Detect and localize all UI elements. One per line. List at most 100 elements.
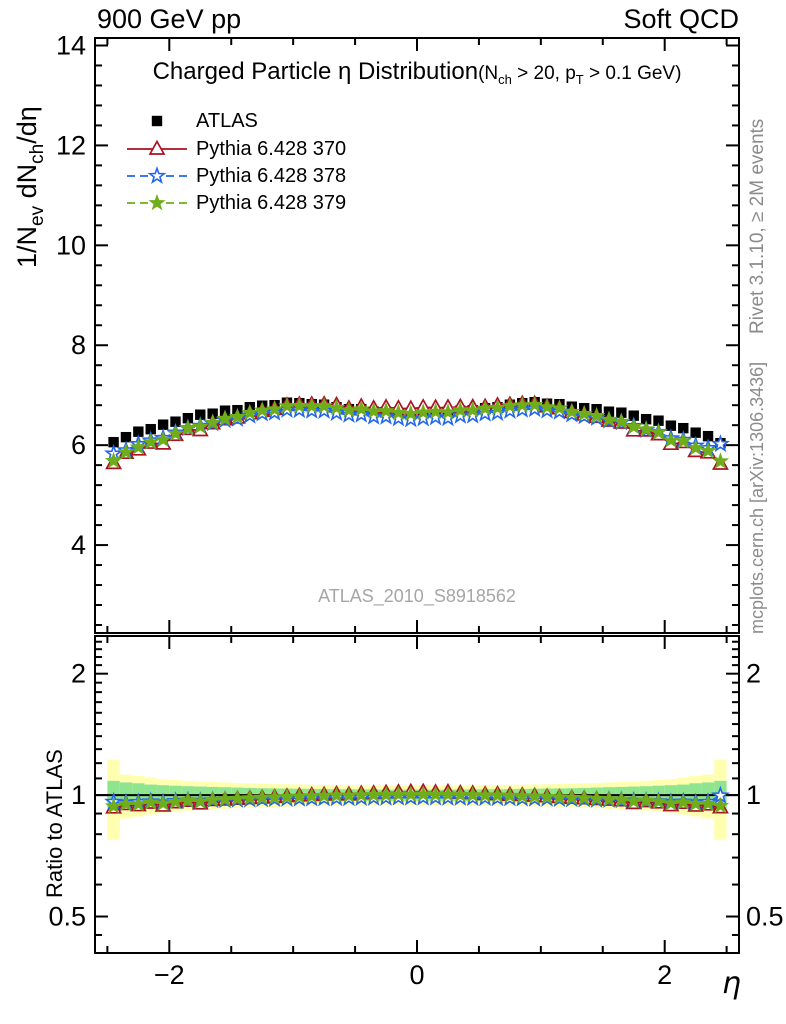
marker-star-filled xyxy=(538,398,556,415)
marker-star-filled xyxy=(637,420,655,437)
legend-marker-2 xyxy=(147,165,167,185)
marker-star-filled xyxy=(191,417,209,434)
marker-star-filled xyxy=(587,406,606,424)
marker-star-filled xyxy=(600,790,618,807)
marker-square-filled xyxy=(157,419,169,430)
marker-star-filled xyxy=(253,401,271,418)
marker-square-filled xyxy=(665,420,677,431)
marker-star-filled xyxy=(154,430,172,448)
marker-star-filled xyxy=(587,789,606,807)
mcplots-arxiv-note: mcplots.cern.ch [arXiv:1306.3436] xyxy=(747,361,767,634)
marker-star-filled xyxy=(674,432,692,449)
legend-marker-1 xyxy=(148,139,166,155)
legend-label-pythia-379: Pythia 6.428 379 xyxy=(196,192,347,214)
plot-title: Charged Particle η Distribution(Nch > 20… xyxy=(95,58,739,86)
marker-star-filled xyxy=(711,452,730,469)
ratio-tick-label-left: 2 xyxy=(71,659,86,689)
marker-star-filled xyxy=(426,402,445,419)
x-axis-tick-label: 0 xyxy=(409,960,424,990)
ratio-tick-label-right: 1 xyxy=(746,780,761,810)
marker-square-filled xyxy=(170,416,181,427)
marker-star-filled xyxy=(104,451,123,469)
marker-star-filled xyxy=(352,400,370,417)
marker-star-filled xyxy=(104,797,123,814)
marker-star-filled xyxy=(563,402,581,420)
marker-star-filled xyxy=(699,794,717,812)
marker-star-open xyxy=(351,404,371,423)
marker-star-filled xyxy=(575,788,593,806)
marker-star-filled xyxy=(625,417,643,435)
marker-star-open xyxy=(488,402,507,422)
main-panel-frame xyxy=(94,37,740,634)
marker-star-filled xyxy=(550,399,569,416)
y-axis-label-ratio: Ratio to ATLAS xyxy=(42,749,67,898)
marker-star-filled xyxy=(439,403,457,420)
y-axis-tick-label: 4 xyxy=(71,530,86,560)
y-axis-tick-label: 8 xyxy=(71,330,86,360)
marker-star-open xyxy=(463,405,483,424)
marker-star-filled xyxy=(575,404,593,422)
marker-star-filled xyxy=(711,796,730,814)
plot-title-cuts: (Nch > 20, pT > 0.1 GeV) xyxy=(478,63,682,87)
marker-star-filled xyxy=(142,433,160,450)
marker-star-filled xyxy=(488,398,507,416)
beam-energy-label: 900 GeV pp xyxy=(97,4,242,34)
marker-square-filled xyxy=(145,423,156,435)
marker-star-filled xyxy=(129,438,148,455)
marker-star-filled xyxy=(216,409,234,427)
marker-star-filled xyxy=(142,793,160,810)
marker-star-open xyxy=(376,406,396,425)
marker-star-open xyxy=(327,402,346,422)
marker-square-filled xyxy=(690,427,701,438)
marker-star-filled xyxy=(674,793,692,810)
marker-star-filled xyxy=(600,410,618,427)
process-group-label: Soft QCD xyxy=(623,4,739,34)
marker-star-filled xyxy=(612,790,631,808)
y-axis-tick-label: 10 xyxy=(56,230,86,260)
marker-square-filled xyxy=(182,412,194,424)
series-line-2 xyxy=(113,794,721,804)
x-axis-label: η xyxy=(722,966,742,1001)
legend-label-atlas: ATLAS xyxy=(196,110,258,132)
marker-star-filled xyxy=(179,791,197,809)
marker-square-filled xyxy=(678,422,689,434)
legend-marker-0 xyxy=(151,115,163,127)
marker-star-filled xyxy=(166,792,185,810)
ratio-tick-label-right: 2 xyxy=(746,659,761,689)
marker-star-filled xyxy=(389,403,408,420)
marker-star-filled xyxy=(117,443,135,460)
marker-star-filled xyxy=(191,792,209,809)
marker-star-filled xyxy=(315,397,333,414)
marker-star-filled xyxy=(203,413,222,431)
marker-star-filled xyxy=(662,431,680,448)
marker-star-open xyxy=(388,408,408,427)
marker-star-filled xyxy=(166,424,185,442)
marker-star-filled xyxy=(550,788,569,805)
legend-marker-3 xyxy=(148,193,166,211)
marker-star-filled xyxy=(525,395,544,413)
marker-star-filled xyxy=(699,441,717,459)
marker-star-filled xyxy=(340,401,358,418)
marker-star-filled xyxy=(377,401,395,419)
ratio-tick-label-left: 1 xyxy=(71,780,86,810)
rivet-version-note: Rivet 3.1.10, ≥ 2M events xyxy=(747,118,768,334)
marker-star-filled xyxy=(649,423,668,440)
marker-star-open xyxy=(438,408,458,427)
marker-star-filled xyxy=(179,419,197,436)
marker-square-filled xyxy=(120,431,132,443)
ratio-tick-label-right: 0.5 xyxy=(746,902,784,932)
y-axis-tick-label: 12 xyxy=(56,130,86,160)
marker-square-filled xyxy=(195,409,206,420)
marker-star-filled xyxy=(327,398,346,416)
marker-star-filled xyxy=(228,407,247,425)
marker-star-filled xyxy=(154,794,172,811)
marker-star-filled xyxy=(686,438,705,456)
y-axis-tick-label: 14 xyxy=(56,30,86,60)
legend-label-pythia-378: Pythia 6.428 378 xyxy=(196,165,347,187)
marker-square-filled xyxy=(133,426,144,437)
marker-star-open xyxy=(710,434,731,453)
marker-star-filled xyxy=(241,403,259,421)
marker-square-filled xyxy=(702,430,714,442)
